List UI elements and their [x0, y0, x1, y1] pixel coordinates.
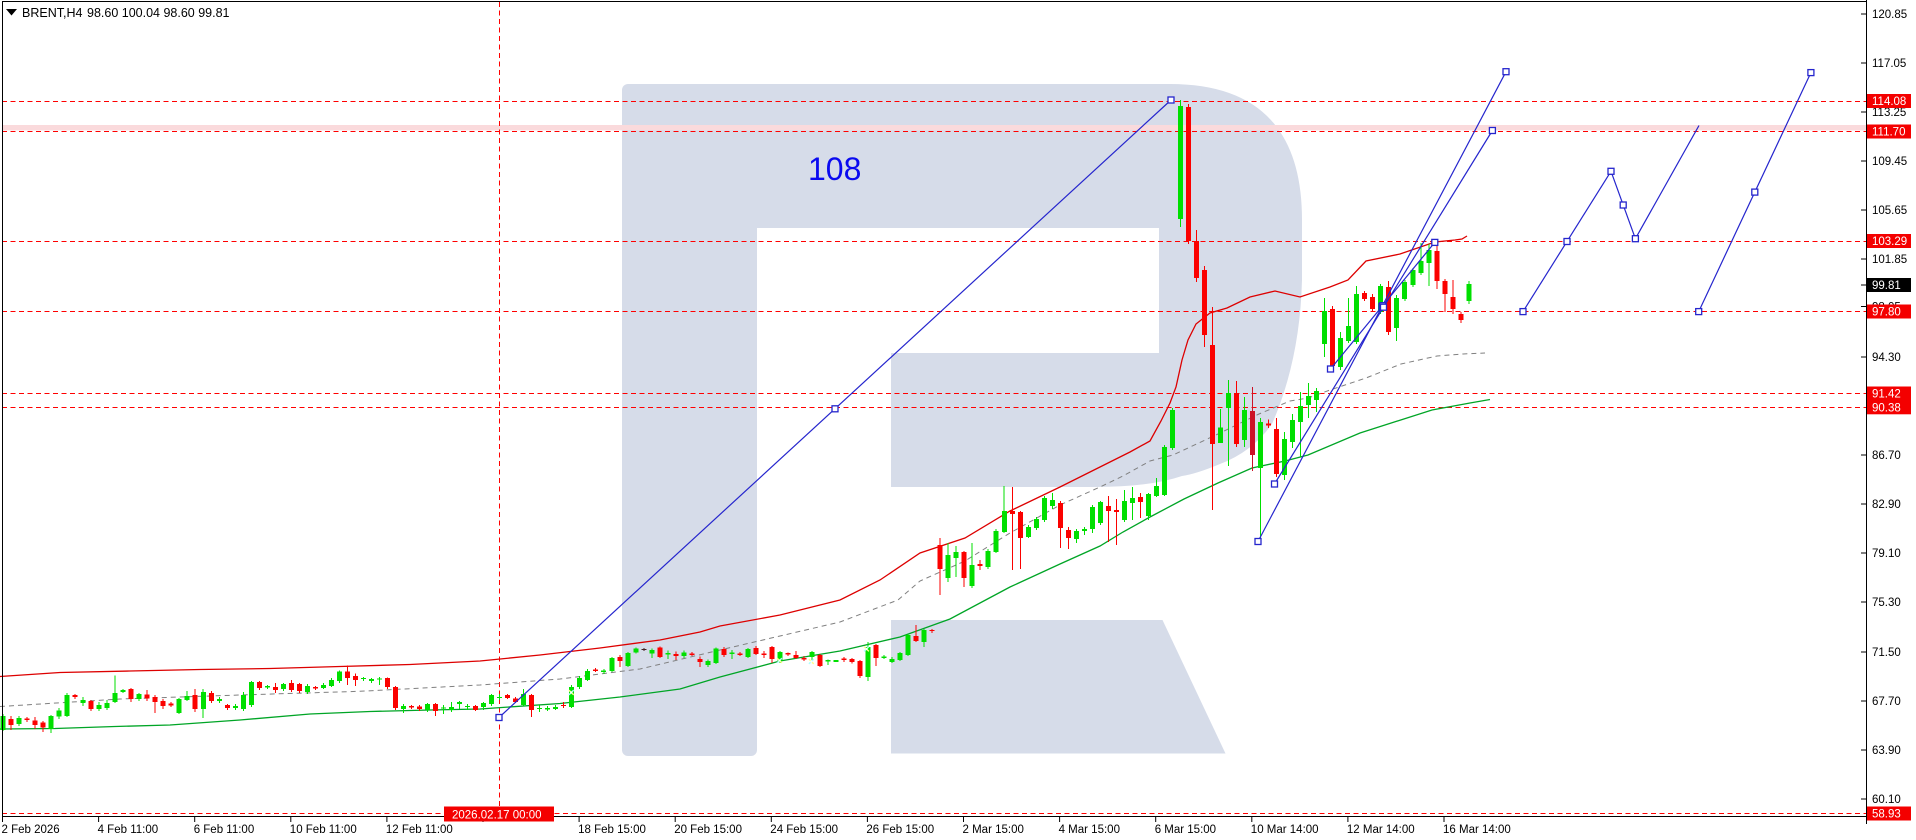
svg-text:58.93: 58.93: [1872, 809, 1901, 821]
svg-text:4 Feb 11:00: 4 Feb 11:00: [98, 824, 159, 836]
svg-text:10 Feb 11:00: 10 Feb 11:00: [290, 824, 357, 836]
svg-text:75.30: 75.30: [1872, 597, 1901, 609]
svg-text:20 Feb 15:00: 20 Feb 15:00: [674, 824, 742, 836]
svg-text:67.70: 67.70: [1872, 696, 1901, 708]
svg-text:98.60 100.04 98.60 99.81: 98.60 100.04 98.60 99.81: [87, 6, 230, 20]
svg-text:99.81: 99.81: [1872, 280, 1901, 292]
svg-text:105.65: 105.65: [1872, 205, 1907, 217]
svg-text:111.70: 111.70: [1872, 127, 1905, 139]
svg-text:6 Feb 11:00: 6 Feb 11:00: [194, 824, 255, 836]
svg-text:71.50: 71.50: [1872, 647, 1901, 659]
svg-text:108: 108: [808, 151, 861, 187]
svg-text:103.29: 103.29: [1872, 236, 1907, 248]
svg-text:16 Mar 14:00: 16 Mar 14:00: [1443, 824, 1511, 836]
svg-text:90.38: 90.38: [1872, 402, 1901, 414]
svg-text:79.10: 79.10: [1872, 548, 1901, 560]
svg-text:12 Mar 14:00: 12 Mar 14:00: [1347, 824, 1415, 836]
svg-text:10 Mar 14:00: 10 Mar 14:00: [1251, 824, 1319, 836]
svg-text:26 Feb 15:00: 26 Feb 15:00: [866, 824, 934, 836]
svg-text:2 Mar 15:00: 2 Mar 15:00: [963, 824, 1024, 836]
svg-text:86.70: 86.70: [1872, 450, 1901, 462]
svg-text:2026.02.17 00:00: 2026.02.17 00:00: [452, 810, 542, 822]
svg-text:91.42: 91.42: [1872, 389, 1901, 401]
svg-text:101.85: 101.85: [1872, 254, 1907, 266]
svg-text:4 Mar 15:00: 4 Mar 15:00: [1059, 824, 1120, 836]
svg-text:18 Feb 15:00: 18 Feb 15:00: [578, 824, 646, 836]
svg-text:BRENT,H4: BRENT,H4: [22, 6, 82, 20]
svg-text:2 Feb 2026: 2 Feb 2026: [2, 824, 60, 836]
svg-text:94.30: 94.30: [1872, 352, 1901, 364]
svg-text:97.80: 97.80: [1872, 307, 1901, 319]
svg-text:114.08: 114.08: [1872, 96, 1906, 108]
svg-text:117.05: 117.05: [1872, 58, 1906, 70]
svg-text:6 Mar 15:00: 6 Mar 15:00: [1155, 824, 1216, 836]
svg-text:113.25: 113.25: [1872, 107, 1906, 119]
svg-text:60.10: 60.10: [1872, 794, 1901, 806]
svg-text:63.90: 63.90: [1872, 745, 1901, 757]
svg-text:82.90: 82.90: [1872, 499, 1901, 511]
svg-text:120.85: 120.85: [1872, 9, 1907, 21]
svg-text:12 Feb 11:00: 12 Feb 11:00: [386, 824, 453, 836]
svg-text:109.45: 109.45: [1872, 156, 1907, 168]
svg-text:24 Feb 15:00: 24 Feb 15:00: [770, 824, 838, 836]
